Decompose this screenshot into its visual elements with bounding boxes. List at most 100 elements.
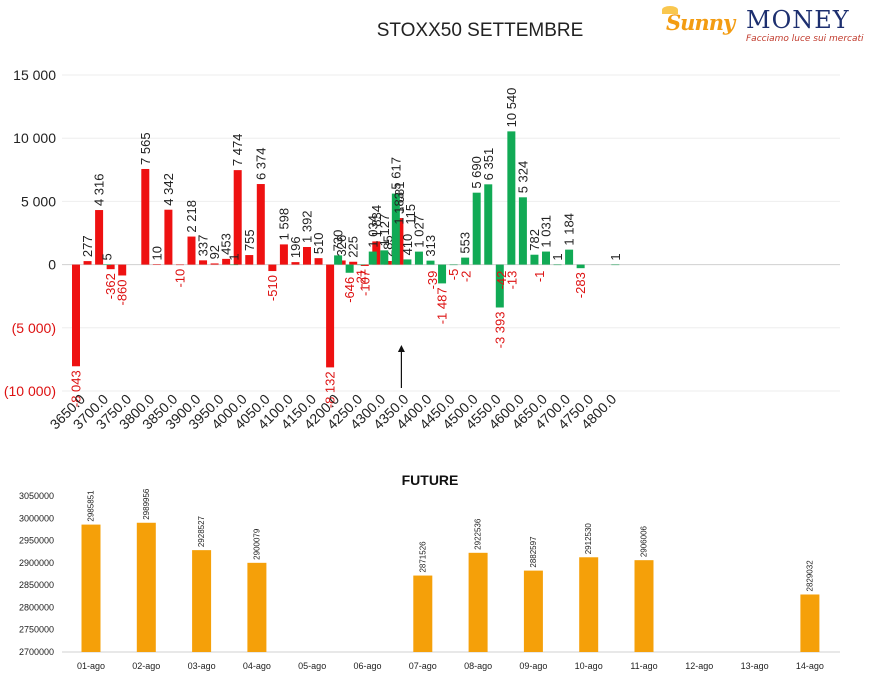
data-label: 10 540 <box>504 88 519 128</box>
future-data-label: 2912530 <box>584 523 593 555</box>
bar <box>152 264 161 265</box>
future-x-tick-label: 08-ago <box>464 661 492 671</box>
future-data-label: 2829032 <box>805 560 814 592</box>
y-tick-label: (10 000) <box>4 383 56 399</box>
data-label: 1 031 <box>539 215 554 248</box>
data-label: 196 <box>288 236 303 258</box>
future-x-tick-label: 12-ago <box>685 661 713 671</box>
future-y-tick-label: 3050000 <box>19 491 54 501</box>
future-data-label: 2871526 <box>418 541 427 573</box>
bar <box>230 264 239 266</box>
future-x-tick-label: 02-ago <box>132 661 160 671</box>
future-y-tick-label: 2800000 <box>19 602 54 612</box>
data-label: 115 <box>403 204 418 225</box>
data-label: 7 565 <box>138 132 153 165</box>
future-data-label: 2900079 <box>252 528 261 560</box>
bar <box>576 264 585 269</box>
data-label: -13 <box>504 271 519 290</box>
data-label: 730 <box>331 230 346 252</box>
data-label: -860 <box>115 279 130 305</box>
future-x-tick-label: 10-ago <box>575 661 603 671</box>
bar <box>553 264 562 266</box>
bar <box>222 258 231 265</box>
bar <box>83 261 92 265</box>
data-label: 337 <box>196 235 211 257</box>
future-chart-title: FUTURE <box>401 472 459 488</box>
data-label: 225 <box>346 236 361 258</box>
future-y-tick-label: 2700000 <box>19 647 54 657</box>
future-y-tick-label: 2950000 <box>19 536 54 546</box>
future-y-tick-label: 2850000 <box>19 580 54 590</box>
bar <box>403 259 412 265</box>
data-label: -1 <box>532 271 547 283</box>
data-label: 1 034 <box>365 215 380 248</box>
sunny-money-logo: Sunny MONEY Facciamo luce sui mercati <box>662 6 867 46</box>
bar <box>357 264 366 266</box>
bar <box>334 255 343 265</box>
future-bar <box>579 557 599 652</box>
bar <box>391 193 400 265</box>
bar <box>118 264 127 276</box>
logo-brand-right: MONEY <box>746 6 850 34</box>
future-bar <box>413 575 433 652</box>
future-x-tick-label: 06-ago <box>353 661 381 671</box>
data-label: 1 <box>550 253 565 260</box>
bar <box>187 236 196 265</box>
bar <box>326 264 335 368</box>
data-label: 6 374 <box>253 147 268 180</box>
bar <box>472 192 481 265</box>
future-x-tick-label: 03-ago <box>188 661 216 671</box>
data-label: 410 <box>400 234 415 256</box>
future-bar <box>523 570 543 652</box>
y-tick-label: 15 000 <box>13 67 56 83</box>
logo-tagline: Facciamo luce sui mercati <box>746 34 864 44</box>
data-label: -646 <box>342 277 357 303</box>
future-x-tick-label: 01-ago <box>77 661 105 671</box>
y-tick-label: (5 000) <box>12 320 56 336</box>
data-label: -283 <box>573 272 588 298</box>
bar <box>360 264 369 266</box>
data-label: 1 598 <box>276 208 291 241</box>
future-data-label: 2906006 <box>640 525 649 557</box>
data-label: 453 <box>219 233 234 255</box>
data-label: 1 027 <box>411 215 426 248</box>
data-label: 10 <box>149 246 164 260</box>
bar <box>233 170 242 265</box>
data-label: -1 487 <box>435 287 450 324</box>
bar <box>484 184 493 265</box>
data-label: 782 <box>527 229 542 251</box>
bar <box>72 264 80 367</box>
future-x-tick-label: 14-ago <box>796 661 824 671</box>
bar <box>256 184 265 265</box>
bar <box>449 264 458 266</box>
data-label: 755 <box>242 229 257 251</box>
future-y-tick-label: 2900000 <box>19 558 54 568</box>
data-label: -42 <box>494 271 509 290</box>
future-x-tick-label: 09-ago <box>519 661 547 671</box>
future-data-label: 2922536 <box>474 518 483 550</box>
future-bar <box>468 552 488 652</box>
bar <box>279 244 288 265</box>
future-x-tick-label: 11-ago <box>630 661 657 671</box>
bar <box>611 264 620 266</box>
data-label: -21 <box>354 269 369 288</box>
y-tick-label: 10 000 <box>13 130 56 146</box>
bar <box>345 264 354 273</box>
data-label: -107 <box>357 270 372 296</box>
data-label: 277 <box>80 235 95 257</box>
data-label: -10 <box>172 269 187 288</box>
data-label: 5 617 <box>388 157 403 190</box>
bar <box>349 261 358 265</box>
data-label: 1 <box>227 253 242 260</box>
bar <box>268 264 277 272</box>
chart-title: STOXX50 SETTEMBRE <box>376 20 584 41</box>
future-x-tick-label: 05-ago <box>298 661 326 671</box>
data-label: -5 <box>446 269 461 281</box>
bar <box>380 250 389 265</box>
future-bar <box>192 550 212 652</box>
bar <box>414 251 423 265</box>
data-label: -362 <box>103 273 118 299</box>
future-bar <box>136 522 156 652</box>
data-label: 1 127 <box>377 214 392 247</box>
